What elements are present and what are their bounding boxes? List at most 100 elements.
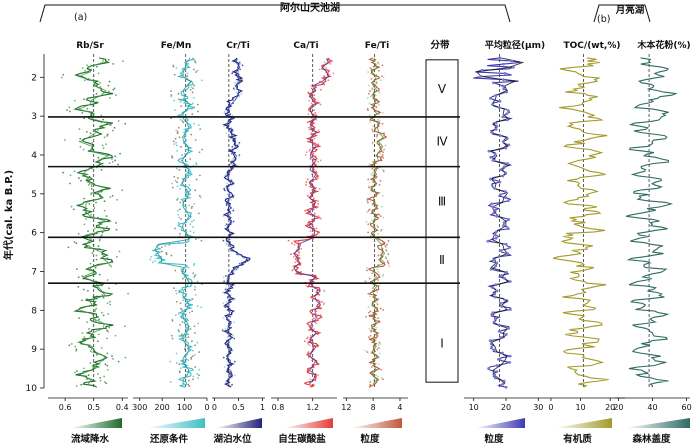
scatter-point (227, 295, 230, 298)
scatter-point (371, 171, 374, 174)
scatter-point (319, 103, 322, 106)
scatter-point (376, 375, 379, 378)
scatter-point (107, 84, 110, 87)
scatter-point (307, 370, 310, 373)
grain-marker (492, 320, 496, 324)
scatter-point (194, 139, 197, 141)
scatter-point (119, 152, 121, 155)
legend-wedge (283, 418, 333, 428)
scatter-point (112, 63, 115, 65)
scatter-point (367, 292, 370, 295)
fe-mn-legend: 还原条件 (145, 418, 205, 445)
legend-wedge (625, 418, 690, 428)
scatter-point (385, 250, 388, 253)
scatter-point (113, 126, 116, 129)
rb-sr-smoothed-line (76, 57, 110, 385)
scatter-point (232, 194, 235, 197)
scatter-point (193, 353, 196, 356)
scatter-point (174, 137, 177, 140)
grain-legend: 粒度 (475, 418, 525, 445)
grain-marker (506, 252, 510, 256)
scatter-point (124, 122, 127, 125)
scatter-point (308, 149, 311, 152)
scatter-point (200, 306, 203, 309)
scatter-point (368, 102, 371, 105)
scatter-point (68, 344, 71, 347)
scatter-point (188, 385, 191, 387)
scatter-point (97, 333, 100, 336)
scatter-point (171, 155, 173, 158)
grain-marker (506, 109, 510, 113)
scatter-point (230, 126, 233, 129)
scatter-point (150, 256, 153, 258)
scatter-point (313, 137, 316, 140)
scatter-point (229, 315, 232, 318)
scatter-point (310, 84, 313, 87)
scatter-point (320, 300, 323, 303)
scatter-point (98, 239, 101, 242)
legend-label: 粒度 (360, 433, 380, 445)
scatter-point (75, 348, 78, 351)
scatter-point (105, 382, 108, 385)
scatter-point (237, 143, 240, 146)
scatter-point (90, 185, 93, 188)
scatter-point (80, 383, 83, 386)
scatter-point (107, 330, 110, 333)
scatter-point (73, 99, 76, 102)
scatter-point (106, 302, 109, 305)
grain-marker (494, 236, 498, 240)
scatter-point (374, 83, 377, 86)
scatter-point (189, 328, 192, 330)
scatter-point (81, 275, 84, 277)
scatter-point (238, 141, 241, 144)
scatter-point (370, 190, 373, 193)
scatter-point (231, 114, 234, 117)
scatter-point (307, 91, 310, 94)
grain-marker (492, 211, 495, 215)
x-tick-label: 40 (647, 403, 657, 412)
fe-ti-title: Fe/Ti (365, 41, 389, 51)
scatter-point (232, 87, 235, 90)
scatter-point (367, 92, 370, 95)
scatter-point (93, 227, 96, 230)
scatter-point (101, 144, 104, 147)
scatter-point (229, 370, 232, 373)
scatter-point (229, 250, 232, 253)
scatter-point (112, 357, 114, 360)
legend-label: 湖泊水位 (213, 433, 252, 445)
grain-marker (504, 196, 508, 200)
scatter-point (88, 203, 91, 205)
scatter-point (323, 302, 325, 305)
scatter-point (232, 208, 235, 211)
grain-marker (493, 317, 497, 321)
x-tick-label: 10 (469, 403, 479, 412)
scatter-point (192, 378, 194, 381)
scatter-point (227, 341, 230, 344)
scatter-point (223, 110, 226, 113)
scatter-point (198, 194, 201, 197)
scatter-point (366, 211, 369, 213)
pollen-line (625, 57, 678, 388)
scatter-point (170, 334, 173, 337)
scatter-point (368, 208, 371, 211)
scatter-point (106, 133, 109, 136)
scatter-point (179, 201, 182, 204)
scatter-point (307, 113, 310, 116)
grain-marker (491, 205, 495, 209)
grain-marker (499, 336, 503, 339)
grain-marker (501, 140, 505, 144)
scatter-point (67, 246, 70, 249)
scatter-point (175, 292, 178, 295)
scatter-point (365, 220, 368, 223)
scatter-point (317, 177, 319, 179)
fe-ti-smoothed-line (371, 57, 386, 385)
scatter-point (115, 222, 117, 224)
scatter-point (176, 198, 178, 201)
grain-marker (505, 118, 509, 122)
scatter-point (77, 276, 80, 279)
scatter-point (178, 169, 181, 171)
scatter-point (106, 368, 109, 371)
scatter-point (226, 193, 229, 196)
scatter-point (79, 179, 82, 182)
x-tick-label: 20 (605, 403, 615, 412)
